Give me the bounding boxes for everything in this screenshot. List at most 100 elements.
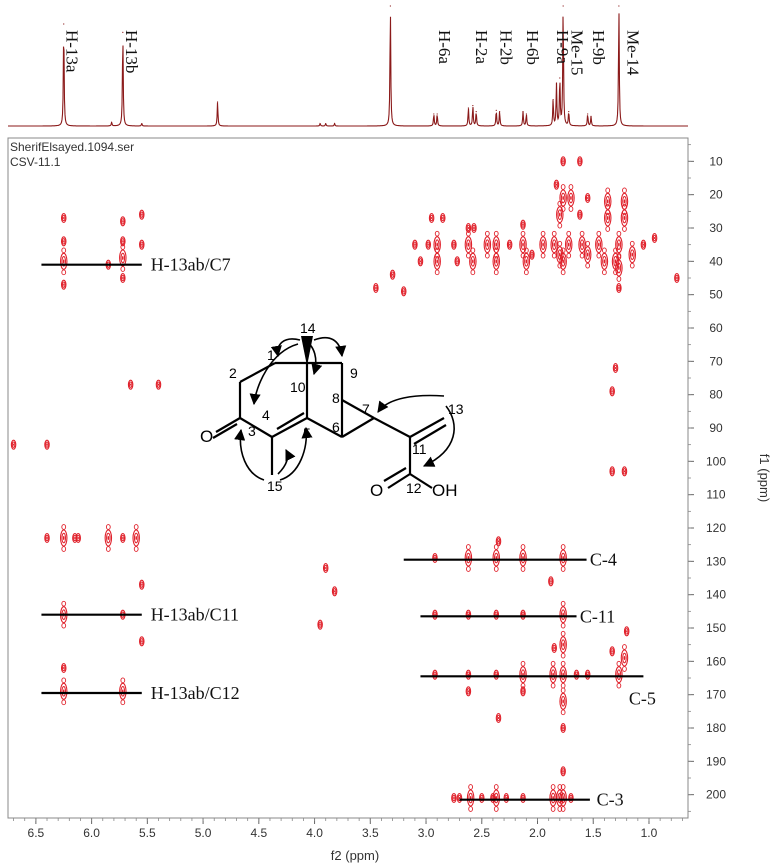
- proton-peak: [325, 123, 327, 125]
- cross-peak: [59, 524, 68, 552]
- bond-c7-c11: [373, 417, 411, 438]
- cross-peak: [432, 552, 438, 564]
- cross-peak: [59, 247, 68, 276]
- atom-label-7: 7: [362, 401, 370, 417]
- bond-c12-oh: [409, 473, 433, 489]
- hmbc-arrow-13-7: [377, 394, 445, 413]
- cross-peak: [519, 230, 527, 259]
- cross-peak: [548, 576, 554, 587]
- peak-label: H-13a: [63, 30, 82, 73]
- atom-label-8: 8: [332, 390, 340, 406]
- cross-peak: [400, 286, 407, 297]
- peak-label: Me-15: [568, 30, 587, 75]
- cross-peak: [674, 272, 680, 284]
- atom-label-10: 10: [290, 379, 306, 395]
- cross-peak: [520, 792, 526, 804]
- bond-c12-o-double: [383, 467, 407, 482]
- y-tick-label: 60: [709, 321, 723, 335]
- cross-peak: [612, 362, 619, 374]
- cross-peak: [595, 230, 603, 259]
- correlation-label: C-4: [590, 550, 617, 570]
- hmbc-arrow-14-10: [301, 337, 323, 376]
- cross-peak: [10, 439, 17, 450]
- cross-peak: [317, 619, 323, 630]
- cross-peak: [506, 239, 513, 250]
- proton-peak: [334, 123, 336, 125]
- atom-label-11: 11: [412, 441, 427, 457]
- cross-peak: [479, 792, 485, 804]
- cross-peak: [559, 630, 567, 659]
- cross-peak: [433, 247, 441, 276]
- cross-peak: [119, 677, 127, 706]
- cross-peak: [493, 609, 500, 620]
- cross-peak: [600, 247, 609, 276]
- bond-c8-c7: [341, 399, 375, 419]
- peak-label: H-9b: [589, 30, 608, 65]
- cross-peak: [120, 532, 126, 544]
- proton-peak: [111, 121, 113, 123]
- cross-peak: [44, 439, 50, 450]
- peak-label: H-9a: [553, 30, 572, 64]
- cross-peak: [120, 216, 126, 227]
- proton-peak: [495, 109, 497, 111]
- y-tick-label: 110: [706, 488, 725, 502]
- y-axis: 10 20 30 40 50 60 70 80 90 100 110 120 130 140 150 160 1…: [688, 144, 726, 812]
- x-tick-label: 5.5: [139, 826, 156, 840]
- cross-peak: [119, 244, 127, 272]
- cross-peak: [560, 156, 566, 167]
- cross-peak: [495, 712, 502, 724]
- cross-peak: [60, 662, 67, 674]
- y-axis-title: f1 (ppm): [757, 454, 772, 502]
- peak-label: H-2a: [472, 30, 491, 64]
- cross-peak: [412, 239, 418, 250]
- cross-peak: [529, 249, 535, 260]
- hmbc-arrow-14-9: [313, 336, 347, 358]
- cross-peak: [155, 379, 162, 390]
- x-tick-label: 4.5: [250, 826, 267, 840]
- cross-peak: [139, 579, 145, 590]
- peak-label: Me-14: [623, 30, 642, 76]
- cross-peak: [584, 192, 591, 204]
- proton-peak: [568, 111, 570, 113]
- proton-spectrum: [8, 5, 688, 127]
- atom-label-3: 3: [248, 423, 256, 439]
- cross-peak: [60, 279, 67, 290]
- cross-peak: [417, 256, 424, 267]
- cross-peak: [611, 247, 620, 276]
- proton-peak: [467, 107, 469, 109]
- cross-peak: [559, 687, 567, 716]
- cross-peak: [651, 232, 658, 244]
- cross-peak: [577, 156, 583, 167]
- cross-peak: [465, 669, 472, 680]
- cross-peak: [556, 200, 564, 229]
- proton-peak: [522, 111, 524, 113]
- y-tick-label: 80: [709, 388, 723, 402]
- atom-label-14: 14: [300, 320, 316, 336]
- cross-peak: [564, 230, 573, 259]
- cross-peak: [549, 660, 557, 689]
- cross-peak: [465, 686, 472, 697]
- cross-peak: [322, 562, 329, 574]
- cross-peak: [451, 239, 457, 250]
- x-tick-label: 2.5: [473, 826, 490, 840]
- cross-peak: [59, 677, 68, 706]
- cross-peak: [120, 236, 126, 247]
- cross-peak: [495, 536, 502, 547]
- cross-peak: [440, 212, 446, 224]
- proton-peak: [587, 113, 589, 115]
- cross-peak: [432, 669, 438, 680]
- cross-peak: [471, 222, 477, 234]
- x-tick-label: 2.0: [529, 826, 546, 840]
- cross-peak: [616, 282, 622, 294]
- atom-label-2: 2: [229, 365, 237, 381]
- carbonyl-oxygen: O: [370, 481, 383, 500]
- bond-c11-c13: [409, 417, 445, 438]
- cross-peak: [560, 766, 566, 777]
- cross-peak: [620, 644, 629, 672]
- chemical-structure: [212, 336, 455, 489]
- cross-peak: [609, 646, 615, 657]
- hmbc-arrow-14-1: [270, 338, 301, 358]
